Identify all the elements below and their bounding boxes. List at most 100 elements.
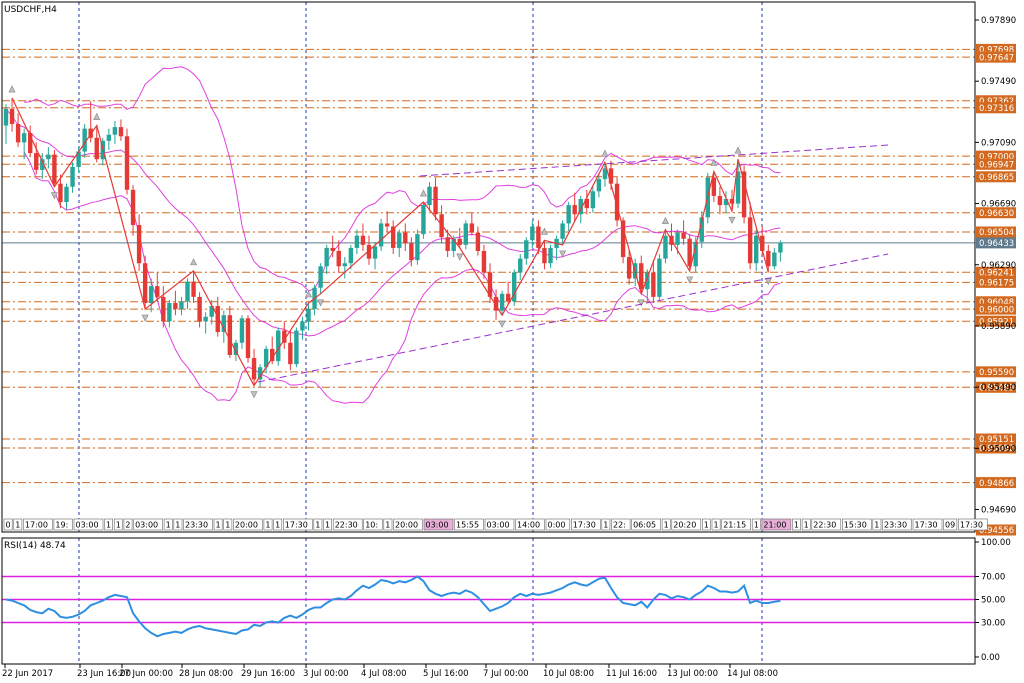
rsi-tick-label: 0.00 — [981, 653, 1000, 663]
time-marker-label: 03:00 — [135, 521, 158, 530]
candle-body — [723, 198, 729, 206]
candle-body — [203, 316, 208, 322]
time-marker-box — [423, 518, 454, 531]
candle-body — [28, 133, 33, 154]
time-marker-box — [383, 518, 393, 531]
candle-body — [58, 183, 63, 203]
time-marker-label: 1 — [166, 521, 171, 530]
candle-body — [9, 108, 15, 125]
candle-body — [536, 226, 541, 248]
time-marker-box — [761, 518, 792, 531]
fractal-marker — [661, 216, 669, 224]
price-level-label: 0.97647 — [979, 53, 1014, 63]
candle-body — [342, 263, 347, 267]
price-level-tag — [976, 433, 1016, 445]
candle-body — [15, 124, 21, 143]
fractal-marker — [8, 85, 16, 93]
candle-body — [40, 159, 45, 170]
candle-body — [227, 315, 233, 356]
fractal-marker — [637, 299, 645, 307]
time-marker-box — [363, 518, 383, 531]
candle-body — [699, 217, 704, 242]
time-marker-label: 10: — [365, 521, 378, 530]
fractal-marker — [601, 149, 609, 157]
candle-body — [572, 205, 577, 215]
candle-body — [179, 301, 184, 310]
candle-body — [215, 306, 220, 333]
time-tick-label: 23 Jun 16:00 — [77, 669, 131, 679]
candle-body — [330, 247, 335, 251]
time-marker-label: 15:55 — [456, 521, 479, 530]
time-marker-box — [721, 518, 752, 531]
price-level-tag — [976, 207, 1016, 219]
time-tick-label: 14 Jul 08:00 — [727, 669, 778, 679]
time-tick-label: 28 Jun 08:00 — [179, 669, 233, 679]
candle-body — [336, 250, 341, 267]
time-marker-label: 1 — [704, 521, 709, 530]
time-marker-label: 21:15 — [723, 521, 746, 530]
upper-trend-line — [419, 144, 889, 177]
candle-body — [270, 348, 275, 362]
time-marker-box — [912, 518, 943, 531]
candle-body — [433, 186, 438, 215]
candle-body — [191, 281, 196, 297]
price-level-tag — [976, 43, 1016, 55]
time-marker-box — [801, 518, 811, 531]
price-level-tag — [976, 226, 1016, 238]
price-level-label: 0.97000 — [979, 152, 1014, 162]
rsi-panel — [2, 575, 975, 638]
time-marker-label: 2 — [125, 521, 130, 530]
candle-body — [76, 151, 81, 167]
time-marker-label: 17:30 — [960, 521, 983, 530]
price-level-label: 0.96241 — [979, 268, 1014, 278]
time-marker-box — [454, 518, 484, 531]
time-tick-label: 7 Jul 00:00 — [483, 669, 529, 679]
price-level-label: 0.96175 — [979, 279, 1014, 289]
time-tick-label: 10 Jul 08:00 — [543, 669, 594, 679]
candle-body — [124, 136, 130, 190]
fractal-marker — [93, 112, 101, 120]
time-tick-label: 27 Jun 00:00 — [119, 669, 173, 679]
candle-body — [306, 309, 311, 322]
candle-body — [167, 302, 172, 322]
time-marker-label: 22:30 — [813, 521, 836, 530]
rsi-label: RSI(14) 48.74 — [4, 541, 66, 551]
candle-body — [747, 217, 753, 264]
fractal-marker — [686, 276, 694, 284]
price-tick-label: 0.94690 — [981, 506, 1016, 516]
candle-body — [548, 247, 553, 264]
time-marker-box — [711, 518, 721, 531]
candle-body — [584, 198, 589, 209]
time-marker-label: 17:00 — [25, 521, 48, 530]
price-level-label: 0.95092 — [979, 444, 1014, 454]
time-marker-box — [671, 518, 702, 531]
time-marker-label: 06:05 — [633, 521, 656, 530]
price-level-tag — [976, 158, 1016, 170]
time-marker-box — [570, 518, 601, 531]
price-level-tag — [976, 296, 1016, 308]
candle-body — [142, 263, 148, 303]
bollinger-bands — [5, 66, 781, 404]
candle-body — [64, 186, 69, 203]
time-marker-label: 1 — [15, 521, 20, 530]
time-tick-label: 5 Jul 16:00 — [423, 669, 469, 679]
time-marker-box — [113, 518, 123, 531]
fractal-marker — [305, 290, 312, 298]
candle-body — [257, 367, 263, 380]
candle-body — [221, 315, 226, 333]
candle-body — [348, 247, 354, 264]
time-marker-label: 20:00 — [395, 521, 418, 530]
candle-body — [735, 171, 741, 204]
price-level-label: 0.95921 — [979, 317, 1014, 327]
time-marker-label: 03:00 — [487, 521, 510, 530]
time-marker-box — [263, 518, 273, 531]
candle-body — [693, 241, 698, 267]
time-marker-box — [872, 518, 882, 531]
fractal-marker — [419, 189, 427, 197]
time-marker-label: 1 — [754, 521, 759, 530]
time-marker-box — [173, 518, 183, 531]
time-marker-box — [104, 518, 113, 531]
